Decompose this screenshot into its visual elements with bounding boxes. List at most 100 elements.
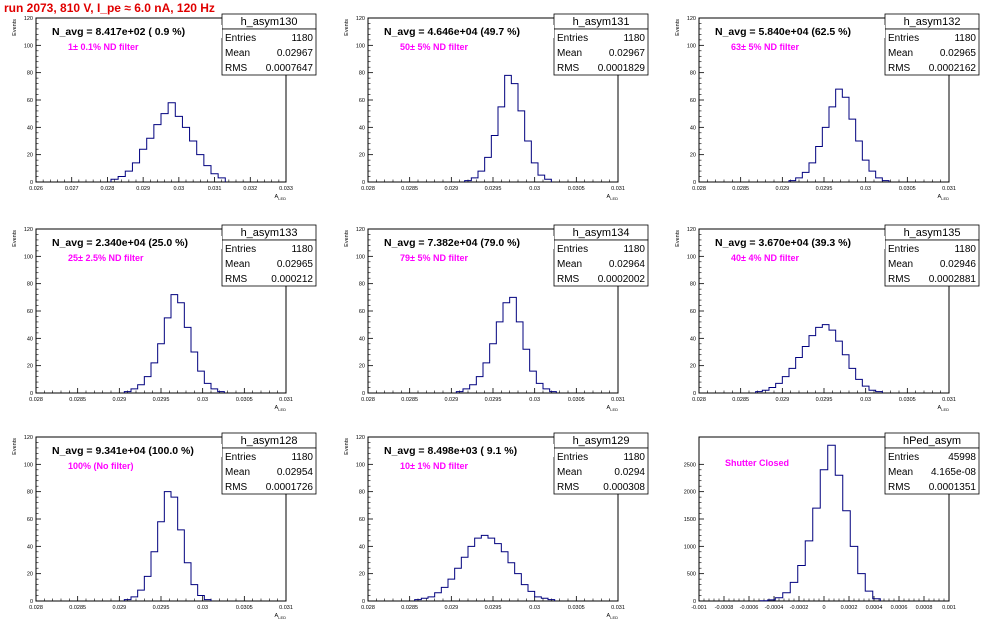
stats-value: 0.0002881 [929, 274, 977, 285]
histogram-name: h_asym132 [904, 16, 961, 28]
x-tick-label: 0.028 [29, 605, 43, 611]
y-tick-label: 80 [359, 490, 365, 496]
x-tick-label: 0.0285 [732, 186, 749, 192]
y-tick-label: 80 [27, 490, 33, 496]
y-tick-label: 100 [356, 254, 365, 260]
nlabel-box [48, 236, 222, 249]
y-tick-label: 0 [693, 599, 696, 605]
filter-annotation: 50± 5% ND filter [400, 42, 468, 52]
stats-value: 0.02967 [277, 48, 314, 59]
histogram-series [123, 294, 225, 393]
y-tick-label: 100 [356, 462, 365, 468]
y-tick-label: 40 [359, 336, 365, 342]
filter-annotation: 79± 5% ND filter [400, 253, 468, 263]
x-tick-label: 0.0295 [816, 397, 833, 403]
y-axis-label: Events [344, 230, 350, 247]
x-tick-label: 0.026 [29, 186, 43, 192]
nlabel-box [48, 444, 222, 457]
stats-label: Entries [557, 452, 588, 463]
nlabel-box [380, 236, 554, 249]
x-tick-label: 0.0285 [401, 397, 418, 403]
x-tick-label: 0.03 [860, 186, 871, 192]
histogram-panel: 0 20 40 60 80 100 120 0.026 0.027 0.028 0.029 0.03 0… [12, 13, 317, 201]
x-tick-label: 0.03 [529, 397, 540, 403]
x-tick-label: 0.0285 [401, 605, 418, 611]
y-tick-label: 80 [27, 282, 33, 288]
stats-label: Entries [557, 33, 588, 44]
x-tick-label: 0.0004 [866, 605, 883, 611]
x-tick-label: 0.0295 [153, 397, 170, 403]
y-tick-label: 40 [27, 125, 33, 131]
y-tick-label: 40 [359, 544, 365, 550]
histogram-series [464, 74, 552, 182]
x-tick-label: 0.0305 [568, 186, 585, 192]
stats-label: Mean [225, 259, 250, 270]
stats-value: 0.0002002 [598, 274, 646, 285]
y-tick-label: 120 [356, 16, 365, 22]
stats-label: Mean [557, 259, 582, 270]
x-tick-label: 0.028 [361, 397, 375, 403]
stats-label: Mean [225, 467, 250, 478]
stats-label: RMS [225, 482, 248, 493]
x-tick-label: 0.028 [692, 186, 706, 192]
histogram-name: h_asym131 [573, 16, 630, 28]
histogram-series [110, 102, 226, 182]
histogram-name: h_asym133 [241, 227, 298, 239]
x-tick-label: 0.0295 [485, 186, 502, 192]
x-tick-label: 0.0295 [485, 397, 502, 403]
x-tick-label: 0.0295 [485, 605, 502, 611]
y-tick-label: 0 [693, 391, 696, 397]
x-axis-label: ALED [938, 194, 950, 201]
stats-value: 0.02964 [609, 259, 646, 270]
y-tick-label: 60 [359, 309, 365, 315]
y-axis-label: Events [344, 19, 350, 36]
x-tick-label: 0.0285 [732, 397, 749, 403]
stats-value: 0.0001829 [598, 63, 646, 74]
x-tick-label: 0.0285 [401, 186, 418, 192]
y-tick-label: 120 [687, 16, 696, 22]
n-avg-label: N_avg = 8.417e+02 ( 0.9 %) [52, 26, 185, 38]
y-tick-label: 120 [687, 227, 696, 233]
stats-box [884, 447, 980, 495]
stats-value: 1180 [623, 33, 645, 44]
x-tick-label: 0.033 [279, 186, 293, 192]
x-tick-label: 0.0285 [69, 397, 86, 403]
stats-value: 0.0007647 [266, 63, 314, 74]
nlabel-box [380, 25, 554, 38]
y-tick-label: 60 [359, 98, 365, 104]
x-tick-label: -0.0006 [740, 605, 759, 611]
x-tick-label: -0.0002 [790, 605, 809, 611]
y-tick-label: 100 [356, 43, 365, 49]
y-tick-label: 80 [690, 282, 696, 288]
y-tick-label: 60 [27, 517, 33, 523]
histogram-name: h_asym129 [573, 435, 630, 447]
y-tick-label: 40 [690, 336, 696, 342]
stats-label: RMS [225, 63, 248, 74]
n-avg-label: N_avg = 9.341e+04 (100.0 %) [52, 445, 194, 457]
x-tick-label: -0.0008 [715, 605, 734, 611]
stats-box [221, 239, 317, 287]
x-tick-label: 0.031 [611, 605, 625, 611]
y-tick-label: 0 [693, 180, 696, 186]
y-tick-label: 100 [687, 254, 696, 260]
y-tick-label: 1500 [684, 517, 696, 523]
histogram-name: h_asym135 [904, 227, 961, 239]
stats-label: RMS [225, 274, 248, 285]
stats-value: 1180 [291, 33, 313, 44]
y-axis-label: Events [12, 19, 18, 36]
x-tick-label: 0.031 [942, 397, 956, 403]
y-tick-label: 0 [30, 391, 33, 397]
y-tick-label: 20 [690, 153, 696, 159]
histogram-name: h_asym134 [573, 227, 630, 239]
stats-value: 1180 [291, 244, 313, 255]
filter-annotation: 40± 4% ND filter [731, 253, 799, 263]
y-axis-label: Events [12, 438, 18, 455]
stats-label: RMS [888, 274, 911, 285]
y-tick-label: 0 [30, 599, 33, 605]
stats-label: Mean [888, 467, 913, 478]
nlabel-box [711, 236, 885, 249]
x-tick-label: 0.03 [529, 605, 540, 611]
y-tick-label: 100 [24, 462, 33, 468]
x-tick-label: 0.0008 [916, 605, 933, 611]
y-tick-label: 60 [27, 98, 33, 104]
